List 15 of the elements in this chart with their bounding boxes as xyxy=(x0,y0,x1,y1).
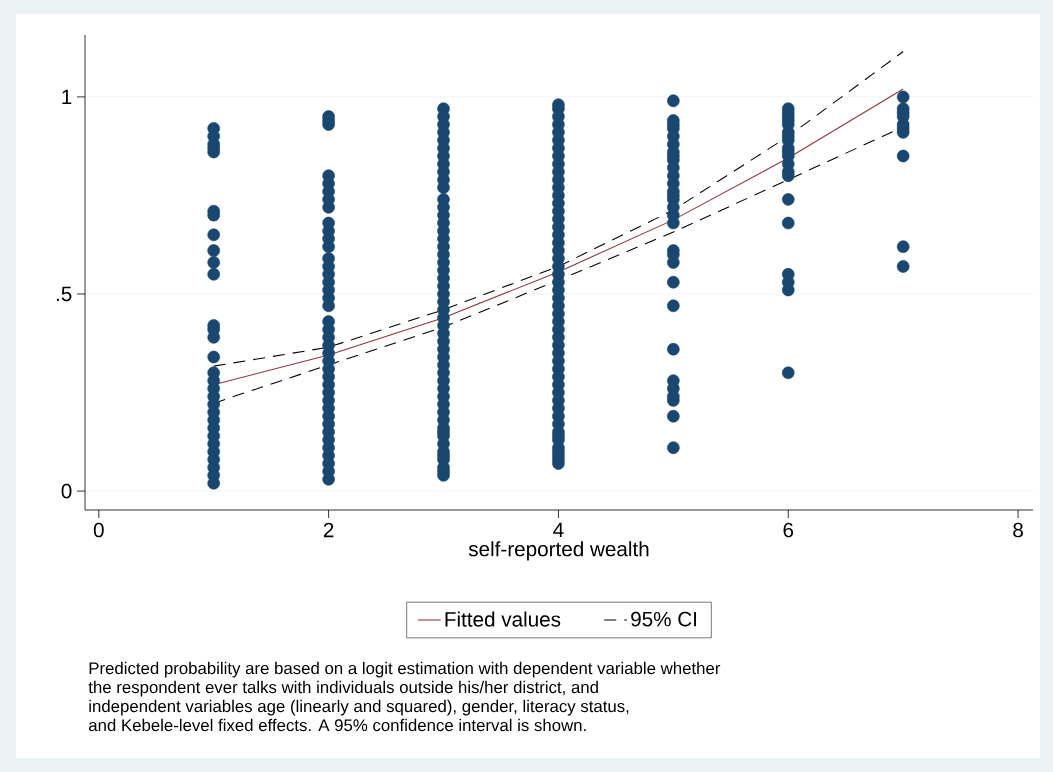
x-tick-label: 8 xyxy=(1013,522,1023,538)
x-tick-label: 4 xyxy=(553,522,564,537)
x-tick-label: 0 xyxy=(93,522,104,538)
text: Predicted probability are based on a logit estimation with dependent variable whether xyxy=(89,661,721,678)
x-tick-label: 2 xyxy=(323,522,334,538)
text: independent variables age (linearly and squared), gender, literacy status, xyxy=(89,699,629,716)
text: and Kebele-level fixed effects. A 95% confidence interval is shown. xyxy=(88,718,586,732)
y-tick-label: .5 xyxy=(56,286,72,302)
text: the respondent ever talks with individuals outside his/her district, and xyxy=(88,680,598,697)
y-tick-label: 0 xyxy=(61,483,72,499)
y-tick-label: 1 xyxy=(62,89,72,104)
legend-label: 95% CI xyxy=(631,611,697,627)
x-axis-title: self-reported wealth xyxy=(468,541,649,561)
x-tick-label: 6 xyxy=(783,522,794,538)
legend-label: Fitted values xyxy=(445,611,561,627)
